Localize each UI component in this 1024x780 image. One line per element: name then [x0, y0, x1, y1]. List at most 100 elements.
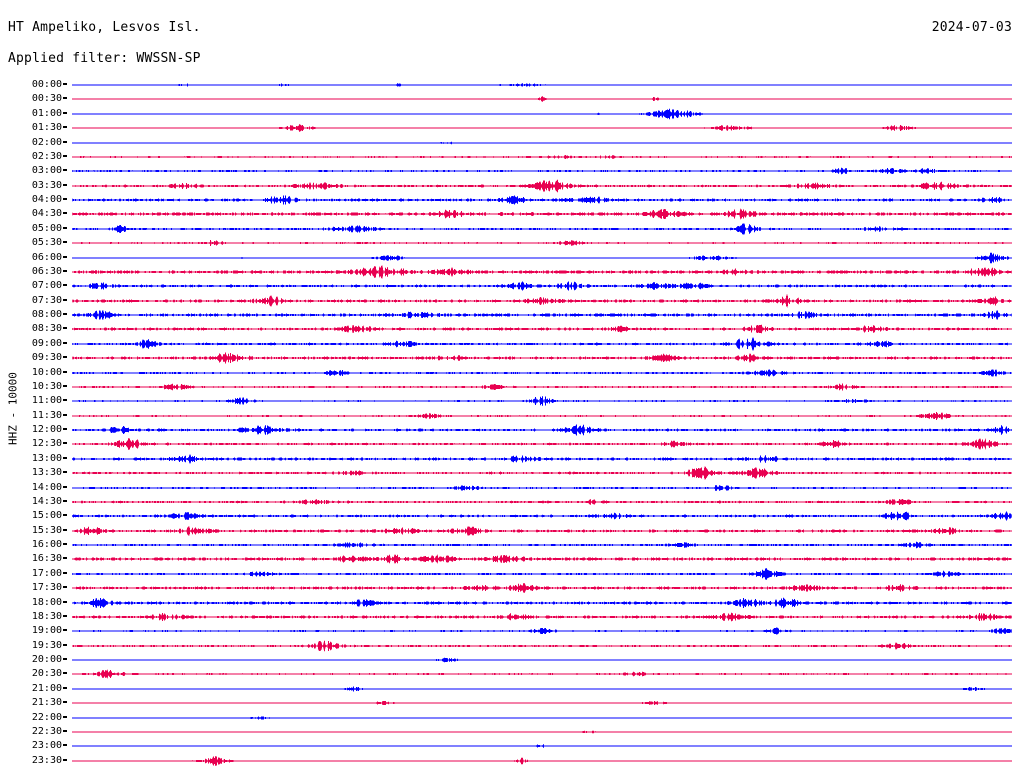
axis-tick	[63, 629, 67, 632]
trace-waveform	[72, 207, 1012, 221]
trace-row: 08:30	[0, 322, 1024, 336]
trace-waveform	[72, 222, 1012, 236]
time-label: 01:00	[31, 107, 62, 119]
time-label: 06:00	[31, 251, 62, 263]
trace-waveform	[72, 581, 1012, 595]
trace-waveform	[72, 409, 1012, 423]
axis-tick	[63, 571, 67, 574]
axis-tick	[63, 140, 67, 143]
axis-tick	[63, 729, 67, 732]
trace-row: 21:30	[0, 696, 1024, 710]
trace-row: 10:30	[0, 380, 1024, 394]
time-label: 07:30	[31, 294, 62, 306]
trace-row: 04:00	[0, 193, 1024, 207]
trace-waveform	[72, 351, 1012, 365]
trace-row: 12:30	[0, 437, 1024, 451]
trace-waveform	[72, 136, 1012, 150]
trace-row: 02:30	[0, 150, 1024, 164]
seismogram-plot: 00:00 00:30 01:00 01:30 02:00 02:30 03:00 03:30…	[0, 78, 1024, 768]
trace-waveform	[72, 495, 1012, 509]
record-date: 2024-07-03	[931, 20, 1012, 35]
time-label: 13:00	[31, 452, 62, 464]
axis-tick	[63, 198, 67, 200]
trace-waveform	[72, 437, 1012, 451]
axis-tick	[63, 499, 67, 502]
trace-waveform	[72, 725, 1012, 739]
trace-waveform	[72, 423, 1012, 437]
axis-tick	[63, 614, 67, 617]
trace-waveform	[72, 107, 1012, 121]
trace-waveform	[72, 265, 1012, 279]
time-label: 17:30	[31, 582, 62, 594]
axis-tick	[63, 758, 67, 761]
trace-waveform	[72, 251, 1012, 265]
time-label: 10:00	[31, 366, 62, 378]
axis-tick	[63, 212, 67, 215]
time-label: 00:00	[31, 79, 62, 90]
axis-tick	[63, 370, 67, 373]
time-label: 14:30	[31, 495, 62, 507]
axis-tick	[63, 183, 67, 186]
trace-waveform	[72, 78, 1012, 92]
time-label: 04:00	[31, 194, 62, 205]
trace-row: 17:00	[0, 567, 1024, 581]
axis-tick	[63, 97, 67, 100]
time-label: 13:30	[31, 467, 62, 479]
trace-waveform	[72, 524, 1012, 538]
time-label: 07:00	[31, 280, 62, 292]
trace-row: 07:00	[0, 279, 1024, 293]
time-label: 08:30	[31, 323, 62, 335]
time-label: 22:30	[31, 725, 62, 737]
time-label: 02:30	[31, 150, 62, 162]
trace-row: 16:00	[0, 538, 1024, 552]
axis-tick	[63, 384, 67, 387]
time-label: 21:30	[31, 697, 62, 709]
trace-row: 14:30	[0, 495, 1024, 509]
time-label: 14:00	[31, 481, 62, 493]
trace-row: 03:30	[0, 179, 1024, 193]
trace-row: 18:00	[0, 596, 1024, 610]
axis-tick	[63, 485, 67, 488]
trace-row: 11:00	[0, 394, 1024, 408]
trace-waveform	[72, 466, 1012, 480]
trace-waveform	[72, 193, 1012, 207]
trace-row: 10:00	[0, 366, 1024, 380]
axis-tick	[63, 701, 67, 704]
axis-tick	[63, 586, 67, 589]
time-label: 19:00	[31, 625, 62, 637]
time-label: 16:00	[31, 539, 62, 550]
time-label: 12:30	[31, 438, 62, 450]
time-label: 15:30	[31, 524, 62, 536]
trace-row: 20:30	[0, 667, 1024, 681]
trace-waveform	[72, 739, 1012, 753]
axis-tick	[63, 686, 67, 689]
trace-waveform	[72, 509, 1012, 523]
time-label: 18:00	[31, 596, 62, 608]
time-label: 09:30	[31, 352, 62, 364]
axis-tick	[63, 413, 67, 416]
trace-row: 15:00	[0, 509, 1024, 523]
trace-row: 17:30	[0, 581, 1024, 595]
trace-row: 03:00	[0, 164, 1024, 178]
time-label: 19:30	[31, 639, 62, 651]
trace-waveform	[72, 481, 1012, 495]
axis-tick	[63, 255, 67, 258]
trace-row: 20:00	[0, 653, 1024, 667]
trace-waveform	[72, 337, 1012, 351]
time-label: 03:30	[31, 179, 62, 191]
time-label: 20:30	[31, 668, 62, 680]
axis-tick	[63, 528, 67, 531]
trace-row: 14:00	[0, 481, 1024, 495]
trace-waveform	[72, 567, 1012, 581]
trace-row: 15:30	[0, 524, 1024, 538]
axis-tick	[63, 356, 67, 359]
axis-tick	[63, 111, 67, 114]
trace-waveform	[72, 366, 1012, 380]
time-label: 21:00	[31, 682, 62, 694]
time-label: 02:00	[31, 136, 62, 148]
trace-waveform	[72, 624, 1012, 638]
trace-row: 23:00	[0, 739, 1024, 753]
time-label: 16:30	[31, 553, 62, 565]
trace-waveform	[72, 653, 1012, 667]
time-label: 00:30	[31, 93, 62, 105]
